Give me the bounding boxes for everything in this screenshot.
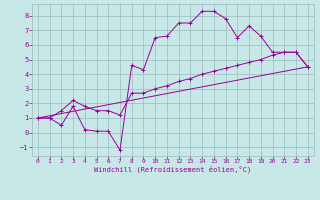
X-axis label: Windchill (Refroidissement éolien,°C): Windchill (Refroidissement éolien,°C) — [94, 166, 252, 173]
